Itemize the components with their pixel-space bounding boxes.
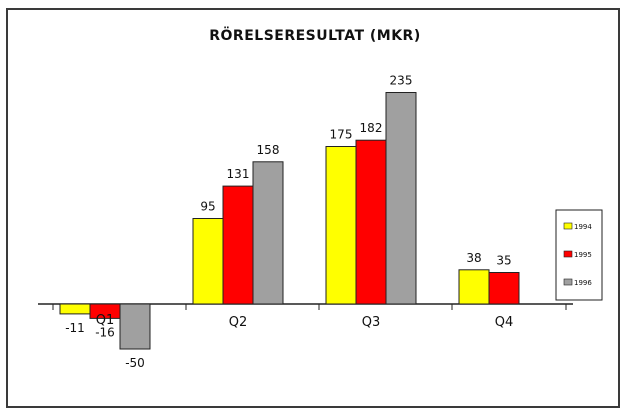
legend-swatch-1994 xyxy=(563,222,573,230)
legend: 1994 1995 1996 xyxy=(555,209,603,301)
data-label: -11 xyxy=(65,321,85,335)
bar-q1-1994 xyxy=(59,303,91,315)
data-label: 95 xyxy=(200,200,215,214)
category-label-q4: Q4 xyxy=(495,315,514,330)
bar-q4-1994 xyxy=(458,269,490,305)
data-label: 235 xyxy=(390,74,413,88)
legend-label-1995: 1995 xyxy=(574,251,592,259)
data-label: 131 xyxy=(227,167,250,181)
legend-swatch-1996 xyxy=(563,278,573,286)
category-label-q1: Q1 xyxy=(96,313,115,328)
bar-q2-1996 xyxy=(252,161,284,305)
bar-q4-1995 xyxy=(488,272,520,305)
category-label-q3: Q3 xyxy=(362,315,381,330)
bar-q2-1994 xyxy=(192,218,224,305)
legend-box xyxy=(555,209,603,301)
data-label: 38 xyxy=(466,251,481,265)
bar-q3-1995 xyxy=(355,139,387,305)
data-label: -50 xyxy=(125,356,145,370)
chart-frame: RÖRELSERESULTAT (MKR) -11 95 175 38 -16 131 18… xyxy=(6,8,620,408)
data-label: 182 xyxy=(360,121,383,135)
data-label: -16 xyxy=(95,325,115,339)
chart-title: RÖRELSERESULTAT (MKR) xyxy=(209,26,420,44)
data-label: 175 xyxy=(330,128,353,142)
bar-q1-1996 xyxy=(119,303,151,350)
bar-chart: RÖRELSERESULTAT (MKR) -11 95 175 38 -16 131 18… xyxy=(38,26,603,370)
legend-swatch-1995 xyxy=(563,250,573,258)
legend-label-1996: 1996 xyxy=(574,279,592,287)
bar-q3-1994 xyxy=(325,146,357,305)
bar-q3-1996 xyxy=(385,92,417,305)
plot-area: -11 95 175 38 -16 131 182 35 -50 158 235 Q1 Q2 Q3 Q4 xyxy=(38,74,573,370)
data-label: 35 xyxy=(496,254,511,268)
data-label: 158 xyxy=(257,143,280,157)
legend-label-1994: 1994 xyxy=(574,223,592,231)
category-label-q2: Q2 xyxy=(229,315,248,330)
bar-q2-1995 xyxy=(222,185,254,305)
